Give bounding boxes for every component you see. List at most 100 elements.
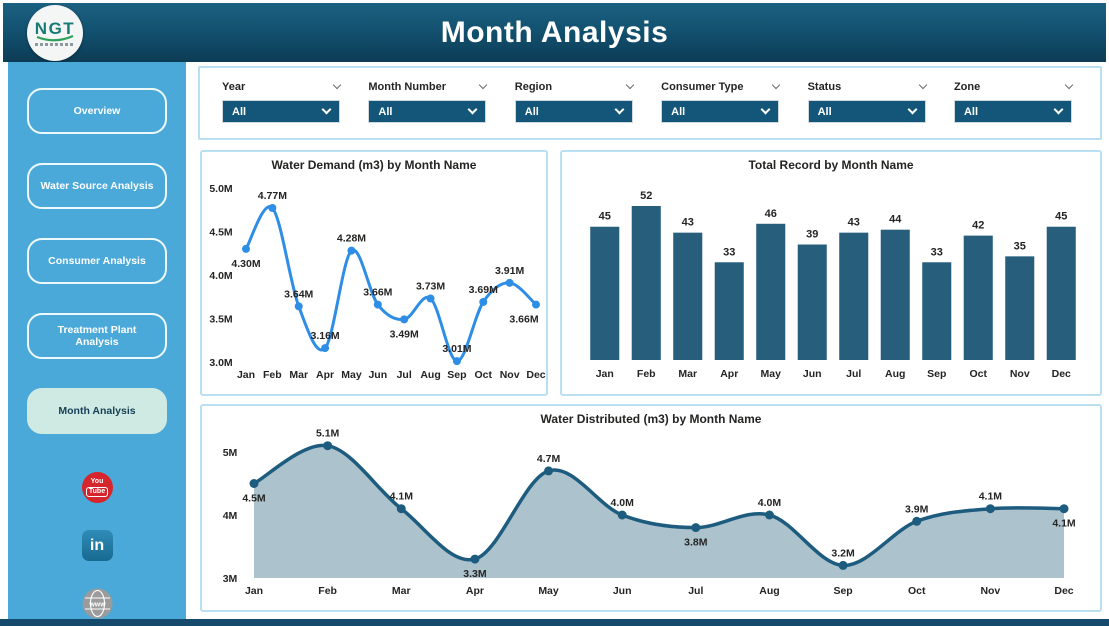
water-distributed-chart-title: Water Distributed (m3) by Month Name xyxy=(540,412,762,426)
svg-text:3.2M: 3.2M xyxy=(831,547,855,559)
svg-text:35: 35 xyxy=(1014,240,1026,252)
chevron-down-icon xyxy=(1053,104,1064,115)
svg-text:4.5M: 4.5M xyxy=(209,227,233,239)
water-demand-chart-title: Water Demand (m3) by Month Name xyxy=(271,158,477,172)
svg-text:5M: 5M xyxy=(223,447,238,459)
logo-tagline xyxy=(35,43,75,46)
dropdown-value: All xyxy=(524,105,539,118)
total-record-chart-title: Total Record by Month Name xyxy=(748,158,914,172)
chevron-down-icon xyxy=(760,104,771,115)
chevron-down-icon[interactable] xyxy=(1064,80,1074,90)
filter-consumer-type: Consumer Type All xyxy=(661,80,781,138)
water-demand-chart-panel: Water Demand (m3) by Month Name 3.0M 3.5M… xyxy=(200,150,548,396)
dropdown-value: All xyxy=(817,105,832,118)
svg-text:Dec: Dec xyxy=(1054,585,1073,597)
filter-year-dropdown[interactable]: All xyxy=(222,100,340,123)
svg-text:May: May xyxy=(538,585,559,597)
svg-text:46: 46 xyxy=(765,208,777,220)
svg-text:45: 45 xyxy=(599,211,611,223)
svg-text:Nov: Nov xyxy=(1010,368,1030,380)
svg-text:52: 52 xyxy=(640,190,652,202)
chevron-down-icon[interactable] xyxy=(771,80,781,90)
linkedin-icon[interactable]: in xyxy=(81,530,113,561)
water-distributed-chart-svg[interactable]: 3M 4M 5M Jan Feb Mar Apr May Jun Jul Aug Sep Oct Nov D… xyxy=(202,426,1100,600)
sidebar-item-water-source-analysis[interactable]: Water Source Analysis xyxy=(27,163,167,209)
svg-text:Jul: Jul xyxy=(846,368,861,380)
svg-text:Jun: Jun xyxy=(368,369,387,381)
water-demand-chart-svg[interactable]: 3.0M 3.5M 4.0M 4.5M 5.0M Jan Feb Mar Apr May Jun Ju… xyxy=(202,172,546,386)
chevron-down-icon[interactable] xyxy=(625,80,635,90)
svg-text:4.0M: 4.0M xyxy=(611,497,635,509)
sidebar-item-consumer-analysis[interactable]: Consumer Analysis xyxy=(27,238,167,284)
svg-text:Feb: Feb xyxy=(318,585,337,597)
filter-consumer-type-dropdown[interactable]: All xyxy=(661,100,780,123)
filter-region-dropdown[interactable]: All xyxy=(514,100,633,123)
svg-text:Dec: Dec xyxy=(1052,368,1071,380)
chevron-down-icon[interactable] xyxy=(332,80,342,90)
svg-text:Dec: Dec xyxy=(526,369,545,381)
logo-swoosh-icon xyxy=(36,35,74,42)
youtube-icon-text-top: You xyxy=(90,478,104,486)
header: NGT Month Analysis xyxy=(3,3,1106,62)
dropdown-value: All xyxy=(378,105,393,118)
svg-text:3.3M: 3.3M xyxy=(463,568,487,580)
svg-text:4.1M: 4.1M xyxy=(1052,518,1076,530)
svg-text:5.1M: 5.1M xyxy=(316,428,340,440)
svg-text:Nov: Nov xyxy=(500,369,520,381)
sidebar-item-treatment-plant-analysis[interactable]: Treatment Plant Analysis xyxy=(27,313,167,359)
filter-bar: Year All Month Number All Region xyxy=(198,66,1102,140)
sidebar-item-month-analysis[interactable]: Month Analysis xyxy=(27,388,167,434)
filter-year: Year All xyxy=(222,80,342,138)
filter-label: Status xyxy=(807,81,842,93)
svg-text:3.9M: 3.9M xyxy=(905,503,929,515)
svg-text:4.7M: 4.7M xyxy=(537,453,561,465)
chevron-down-icon[interactable] xyxy=(479,80,488,90)
website-icon-text: www xyxy=(88,602,106,609)
svg-text:4.0M: 4.0M xyxy=(758,497,782,509)
svg-text:42: 42 xyxy=(972,220,984,232)
sidebar: Overview Water Source Analysis Consumer … xyxy=(8,62,186,619)
youtube-icon[interactable]: You Tube xyxy=(81,472,113,503)
ngt-logo[interactable]: NGT xyxy=(27,5,83,61)
svg-text:Jul: Jul xyxy=(688,585,703,597)
filter-label: Year xyxy=(222,81,246,93)
svg-text:44: 44 xyxy=(889,214,902,226)
website-globe-icon[interactable]: www xyxy=(82,588,113,624)
svg-text:45: 45 xyxy=(1055,211,1067,223)
filter-status-dropdown[interactable]: All xyxy=(807,100,926,123)
filter-label: Consumer Type xyxy=(661,81,744,93)
svg-text:3M: 3M xyxy=(223,573,238,585)
youtube-icon-text-bottom: Tube xyxy=(85,486,109,497)
svg-text:3.5M: 3.5M xyxy=(209,314,233,326)
total-record-chart-panel: Total Record by Month Name 45 Jan 52 Feb 43 M… xyxy=(560,150,1102,396)
svg-text:Sep: Sep xyxy=(447,369,466,381)
svg-text:Jan: Jan xyxy=(245,585,263,597)
svg-text:3.01M: 3.01M xyxy=(442,343,471,355)
svg-text:Jan: Jan xyxy=(237,369,255,381)
filter-month-number: Month Number All xyxy=(368,80,488,138)
filter-label: Month Number xyxy=(368,81,446,93)
filter-zone-dropdown[interactable]: All xyxy=(953,100,1072,123)
page-title: Month Analysis xyxy=(440,15,669,49)
svg-text:33: 33 xyxy=(723,246,735,258)
svg-text:4.5M: 4.5M xyxy=(242,493,266,505)
sidebar-item-overview[interactable]: Overview xyxy=(27,88,167,134)
svg-text:4M: 4M xyxy=(223,510,238,522)
total-record-chart-svg[interactable]: 45 Jan 52 Feb 43 Mar 33 Apr 46 May 39 Jun 43 Jul 44 Aug… xyxy=(562,172,1100,386)
svg-text:Aug: Aug xyxy=(759,585,779,597)
svg-text:4.1M: 4.1M xyxy=(979,491,1003,503)
chevron-down-icon[interactable] xyxy=(918,80,927,90)
dropdown-value: All xyxy=(963,105,979,118)
svg-text:Jan: Jan xyxy=(596,368,614,380)
svg-text:4.1M: 4.1M xyxy=(390,491,414,503)
svg-text:5.0M: 5.0M xyxy=(209,183,233,195)
filter-region: Region All xyxy=(514,80,635,138)
filter-month-number-dropdown[interactable]: All xyxy=(368,100,487,123)
svg-text:4.30M: 4.30M xyxy=(231,258,260,270)
svg-text:Apr: Apr xyxy=(316,369,334,381)
svg-text:3.66M: 3.66M xyxy=(509,314,538,326)
filter-label: Zone xyxy=(953,81,981,93)
chevron-down-icon xyxy=(907,104,918,115)
logo-text: NGT xyxy=(34,19,76,38)
svg-text:3.64M: 3.64M xyxy=(284,288,313,300)
